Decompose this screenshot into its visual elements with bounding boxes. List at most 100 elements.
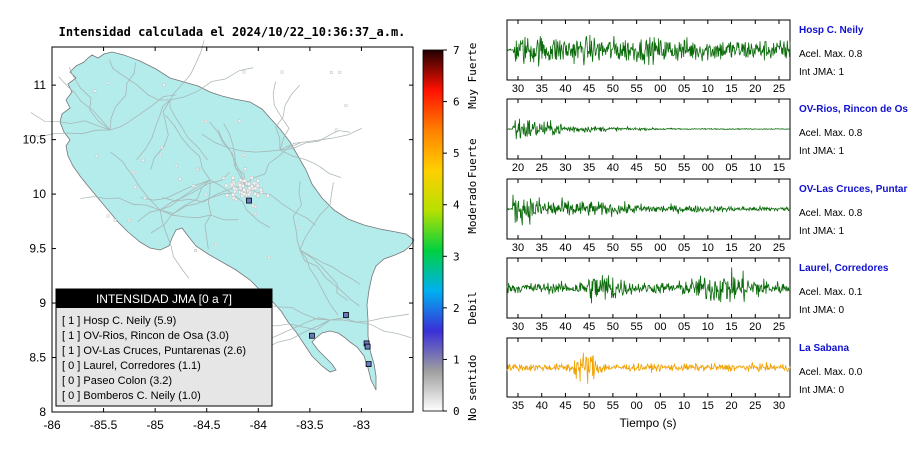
town-dot xyxy=(204,120,208,124)
road xyxy=(299,249,360,307)
station-title: OV-Rios, Rincon de Os xyxy=(799,104,908,115)
map-y-tick-label: 8 xyxy=(39,405,46,419)
station-info: Acel. Max. 0.8 xyxy=(799,208,863,219)
waveform-x-tick-label: 40 xyxy=(536,400,548,412)
road xyxy=(159,172,230,211)
waveform-x-tick-label: 05 xyxy=(678,321,690,333)
town-dot xyxy=(256,193,260,198)
town-dot xyxy=(256,178,260,183)
map-y-tick-label: 11 xyxy=(34,78,47,92)
waveform-x-tick-label: 40 xyxy=(559,242,571,254)
waveform-x-tick-label: 20 xyxy=(749,321,761,333)
town-dot xyxy=(250,184,254,189)
waveform-x-tick-label: 00 xyxy=(654,83,666,95)
town-dot xyxy=(113,218,117,222)
station-info: Acel. Max. 0.8 xyxy=(799,49,863,60)
map-x-tick-label: -83.5 xyxy=(296,418,324,432)
road xyxy=(223,123,246,186)
waveform-x-tick-label: 10 xyxy=(678,400,690,412)
map-x-tick-label: -86 xyxy=(43,418,61,432)
road xyxy=(165,114,211,181)
town-dot xyxy=(253,186,258,191)
colorbar-label: Debil xyxy=(466,291,479,324)
road xyxy=(136,99,171,160)
waveform-x-tick-label: 45 xyxy=(559,400,571,412)
road xyxy=(169,100,208,161)
road xyxy=(27,129,111,137)
waveform-x-tick-label: 50 xyxy=(654,162,666,174)
station-title: La Sabana xyxy=(799,343,849,354)
town-dot xyxy=(141,158,145,162)
colorbar-tick-label: 2 xyxy=(453,302,460,315)
waveform-x-tick-label: 40 xyxy=(559,321,571,333)
town-dot xyxy=(234,197,238,201)
waveform-x-tick-label: 55 xyxy=(631,242,643,254)
road xyxy=(110,151,161,211)
town-dot xyxy=(204,193,208,197)
road xyxy=(68,66,111,131)
town-dot xyxy=(160,145,164,149)
x-axis-label: Tiempo (s) xyxy=(620,416,677,430)
colorbar-tick-label: 0 xyxy=(453,405,460,418)
road xyxy=(292,180,302,251)
road xyxy=(272,81,290,151)
legend-box: INTENSIDAD JMA [0 a 7] [ 1 ] Hosp C. Nei… xyxy=(55,288,273,407)
waveform-x-tick-label: 20 xyxy=(749,83,761,95)
map-panel: Intensidad calculada el 2024/10/22_10:36… xyxy=(23,25,415,432)
town-dot xyxy=(107,81,111,85)
road xyxy=(137,179,211,222)
town-dot xyxy=(334,128,338,132)
station-marker xyxy=(308,332,315,339)
town-dot xyxy=(253,205,257,209)
town-dot xyxy=(247,186,252,191)
town-dot xyxy=(131,170,135,174)
legend-item: [ 0 ] Laurel, Corredores (1.1) xyxy=(62,360,201,372)
waveform-x-tick-label: 10 xyxy=(749,162,761,174)
town-dot xyxy=(344,104,348,108)
colorbar-tick-label: 5 xyxy=(453,147,460,160)
town-dot xyxy=(242,70,246,74)
colorbar-tick-label: 6 xyxy=(453,96,460,109)
town-dot xyxy=(222,176,226,180)
town-dot xyxy=(238,119,242,123)
waveform-x-tick-label: 00 xyxy=(654,242,666,254)
town-dot xyxy=(267,256,271,259)
town-dot xyxy=(214,242,218,246)
station-marker xyxy=(246,197,252,204)
town-dot xyxy=(196,167,200,171)
town-dot xyxy=(106,214,110,218)
colorbar-ticks: 0 1 2 3 4 5 6 7 xyxy=(443,44,460,418)
town-dot xyxy=(255,183,260,188)
road xyxy=(279,130,351,151)
town-markers xyxy=(93,70,348,259)
station-info: Acel. Max. 0.1 xyxy=(799,287,863,298)
map-y-tick-label: 9.5 xyxy=(29,242,46,256)
road xyxy=(279,128,362,151)
waveform-x-tick-label: 25 xyxy=(773,83,785,95)
town-dot xyxy=(247,182,251,186)
colorbar: 0 1 2 3 4 5 6 7 No sentido Debil Moderado Fuerte Mu… xyxy=(422,43,479,421)
town-dot xyxy=(231,175,235,180)
road xyxy=(159,209,190,279)
waveform-x-tick-label: 40 xyxy=(559,83,571,95)
station-title: Hosp C. Neily xyxy=(799,25,864,36)
town-dot xyxy=(93,89,97,93)
map-title: Intensidad calculada el 2024/10/22_10:36… xyxy=(59,25,406,40)
road xyxy=(169,67,254,101)
legend-header: INTENSIDAD JMA [0 a 7] xyxy=(96,292,232,306)
road xyxy=(80,196,161,211)
town-dot xyxy=(252,181,257,186)
town-dot xyxy=(231,192,235,197)
waveform-x-tick-label: 20 xyxy=(512,162,524,174)
waveform-x-tick-label: 25 xyxy=(749,400,761,412)
road xyxy=(58,76,111,131)
road xyxy=(201,133,281,153)
map-x-tick-label: -85 xyxy=(146,418,164,432)
map-x-axis: -86 -85.5 -85 -84.5 -84 -83.5 -83 xyxy=(43,47,370,432)
colorbar-label: No sentido xyxy=(466,355,479,421)
town-dot xyxy=(95,154,99,158)
waveform-x-tick-label: 35 xyxy=(536,242,548,254)
waveform-x-tick-label: 55 xyxy=(631,321,643,333)
station-marker xyxy=(365,361,372,368)
